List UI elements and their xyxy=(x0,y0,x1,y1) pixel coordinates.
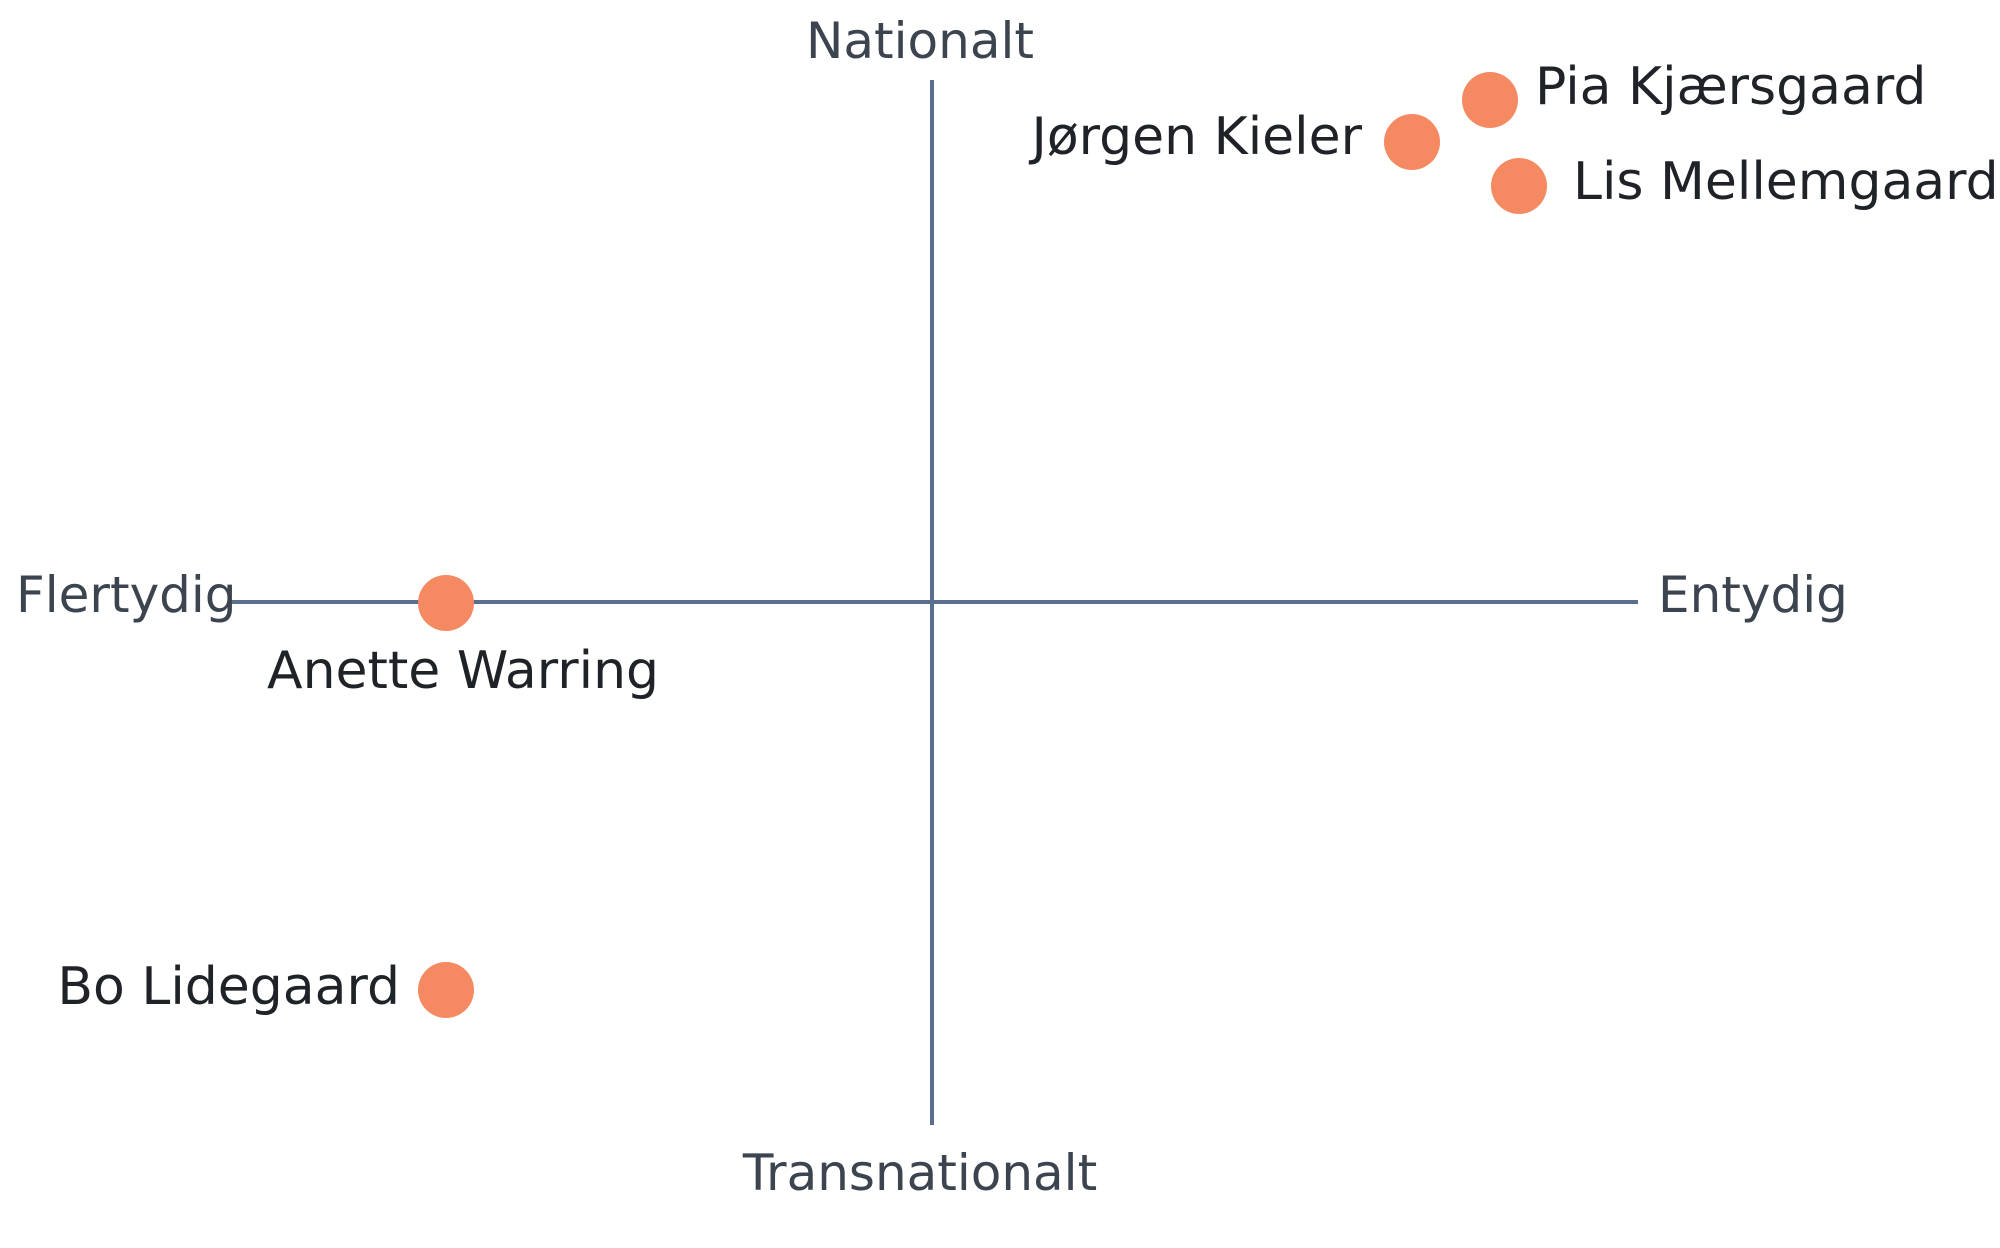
person-dot-bo-lidegaard xyxy=(418,962,474,1018)
person-dot-lis-mellemgaard xyxy=(1491,158,1547,214)
axis-label-bottom: Transnationalt xyxy=(742,1144,1097,1202)
person-dot-jorgen-kieler xyxy=(1384,114,1440,170)
axis-label-right: Entydig xyxy=(1658,566,1848,624)
axis-label-left: Flertydig xyxy=(16,566,237,624)
person-label-pia-kjaersgaard: Pia Kjærsgaard xyxy=(1535,57,1926,117)
person-label-bo-lidegaard: Bo Lidegaard xyxy=(57,957,400,1017)
person-dot-anette-warring xyxy=(418,575,474,631)
person-dot-pia-kjaersgaard xyxy=(1462,72,1518,128)
axis-label-top: Nationalt xyxy=(806,12,1034,70)
person-label-jorgen-kieler: Jørgen Kieler xyxy=(1029,107,1363,167)
person-label-anette-warring: Anette Warring xyxy=(267,641,659,701)
person-label-lis-mellemgaard: Lis Mellemgaard xyxy=(1573,152,1999,212)
